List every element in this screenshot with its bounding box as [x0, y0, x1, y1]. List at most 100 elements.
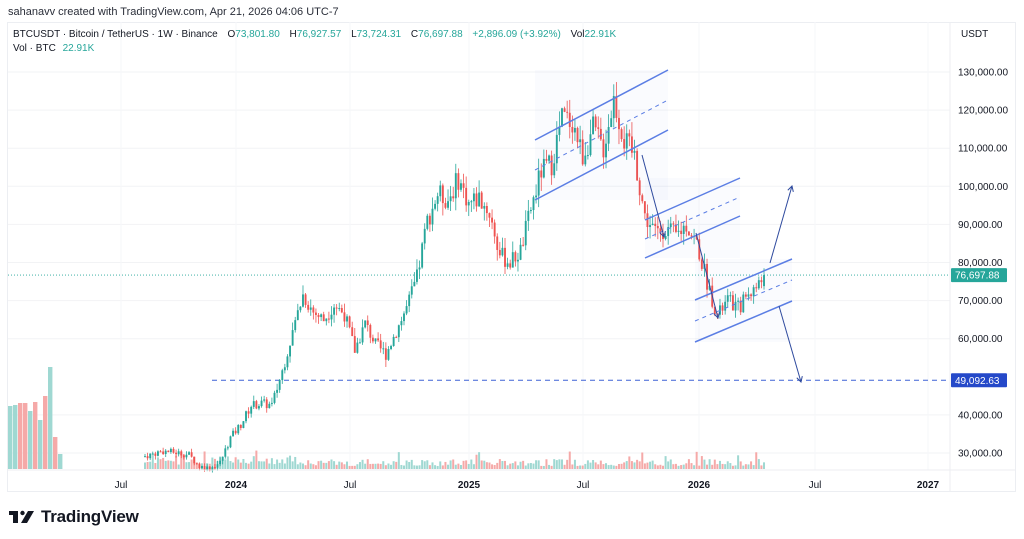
candle-body [700, 259, 703, 269]
volume-bar [395, 461, 398, 469]
volume-bar [488, 462, 491, 469]
candle-body [441, 185, 444, 204]
candle-body [418, 267, 421, 270]
volume-bar [309, 463, 312, 469]
tradingview-logo[interactable]: TradingView [9, 507, 139, 527]
channel-mid-line [644, 196, 741, 240]
volume-bar [467, 463, 470, 469]
candle-body [351, 327, 354, 337]
volume-bar [296, 464, 299, 469]
volume-bar [713, 459, 716, 469]
arrow-down-2 [695, 232, 719, 319]
candle-body [291, 330, 294, 346]
candle-body [356, 342, 359, 353]
candle-body [625, 133, 628, 149]
candle-body [511, 252, 514, 268]
volume-bar [317, 461, 320, 469]
volume-bar [449, 460, 452, 469]
arrow-down-target-head [796, 376, 803, 384]
candle-body [338, 308, 341, 310]
close-value: 76,697.88 [418, 29, 463, 40]
candle-body [555, 134, 558, 164]
volume-bar [672, 464, 675, 469]
volume-bar [211, 457, 214, 469]
volume-bar [377, 463, 380, 469]
candle-body [685, 225, 688, 232]
candle-body [428, 215, 431, 225]
candle-body [597, 127, 600, 129]
candle-body [550, 155, 553, 176]
volume-bar [646, 462, 649, 469]
volume-value: 22.91K [584, 29, 617, 40]
candle-body [623, 139, 626, 149]
channel-upper-line [644, 177, 741, 221]
candle-body [410, 286, 413, 295]
volume-bar [379, 463, 382, 469]
candle-body [377, 338, 380, 341]
candle-body [154, 453, 157, 456]
volume-bar [682, 464, 685, 469]
volume-bar [700, 456, 703, 469]
candle-body [721, 305, 724, 311]
price-tick: 60,000.00 [958, 334, 1003, 345]
volume-bar [602, 464, 605, 469]
volume-bar [625, 461, 628, 469]
candle-body [322, 314, 325, 322]
volume-bar [594, 462, 597, 469]
volume-bar [656, 465, 659, 469]
candle-body [397, 325, 400, 338]
volume-bar [734, 465, 737, 469]
volume-bar [175, 455, 178, 469]
volume-bar [532, 463, 535, 469]
candle-body [535, 195, 538, 198]
candle-body [651, 223, 654, 226]
volume-bar [739, 461, 742, 469]
volume-bar [299, 462, 302, 469]
candle-body [195, 463, 198, 465]
volume-bar [415, 465, 418, 469]
volume-bar [364, 463, 367, 469]
candle-body [731, 295, 734, 311]
volume-bar [23, 403, 28, 469]
candle-body [641, 195, 644, 202]
candle-body [750, 294, 753, 297]
volume-bar [265, 458, 268, 469]
volume-bar [234, 457, 237, 469]
candle-body [532, 197, 535, 211]
volume-bar [330, 459, 333, 469]
time-axis[interactable]: Jul 2024 Jul 2025 Jul 2026 Jul 2027 [115, 480, 940, 491]
candle-body [576, 127, 579, 143]
volume-bar [426, 460, 429, 469]
candle-body [169, 448, 172, 453]
candle-body [390, 345, 392, 350]
symbol-info[interactable]: BTCUSDT · Bitcoin / TetherUS · 1W · Bina… [13, 29, 218, 40]
volume-bar [403, 465, 405, 469]
candle-body [472, 193, 475, 202]
candle-body [594, 116, 597, 128]
candle-body [190, 452, 193, 457]
candle-body [470, 201, 473, 203]
volume-bar [374, 463, 377, 469]
volume-bar [480, 460, 483, 469]
channel-lower-line [644, 215, 741, 259]
volume-bar [654, 464, 657, 469]
candle-body [708, 285, 711, 290]
price-axis[interactable]: 130,000.00 120,000.00 110,000.00 100,000.00… [951, 29, 1008, 460]
candle-body [395, 336, 398, 338]
volume-bar [537, 460, 540, 469]
candle-body [283, 367, 286, 371]
change-value: +2,896.09 (+3.92%) [472, 29, 561, 40]
volume-bar [636, 459, 639, 469]
volume-bar [607, 465, 610, 469]
candle-body [343, 312, 346, 322]
volume-bar [690, 463, 693, 469]
candle-body [208, 466, 211, 471]
volume-bar [431, 462, 434, 469]
candle-body [366, 320, 369, 325]
time-tick: 2026 [688, 480, 711, 491]
volume-bar [558, 459, 561, 469]
volume-indicator-label[interactable]: Vol · BTC [13, 43, 56, 54]
candle-body [327, 318, 330, 320]
candle-body [548, 155, 550, 161]
